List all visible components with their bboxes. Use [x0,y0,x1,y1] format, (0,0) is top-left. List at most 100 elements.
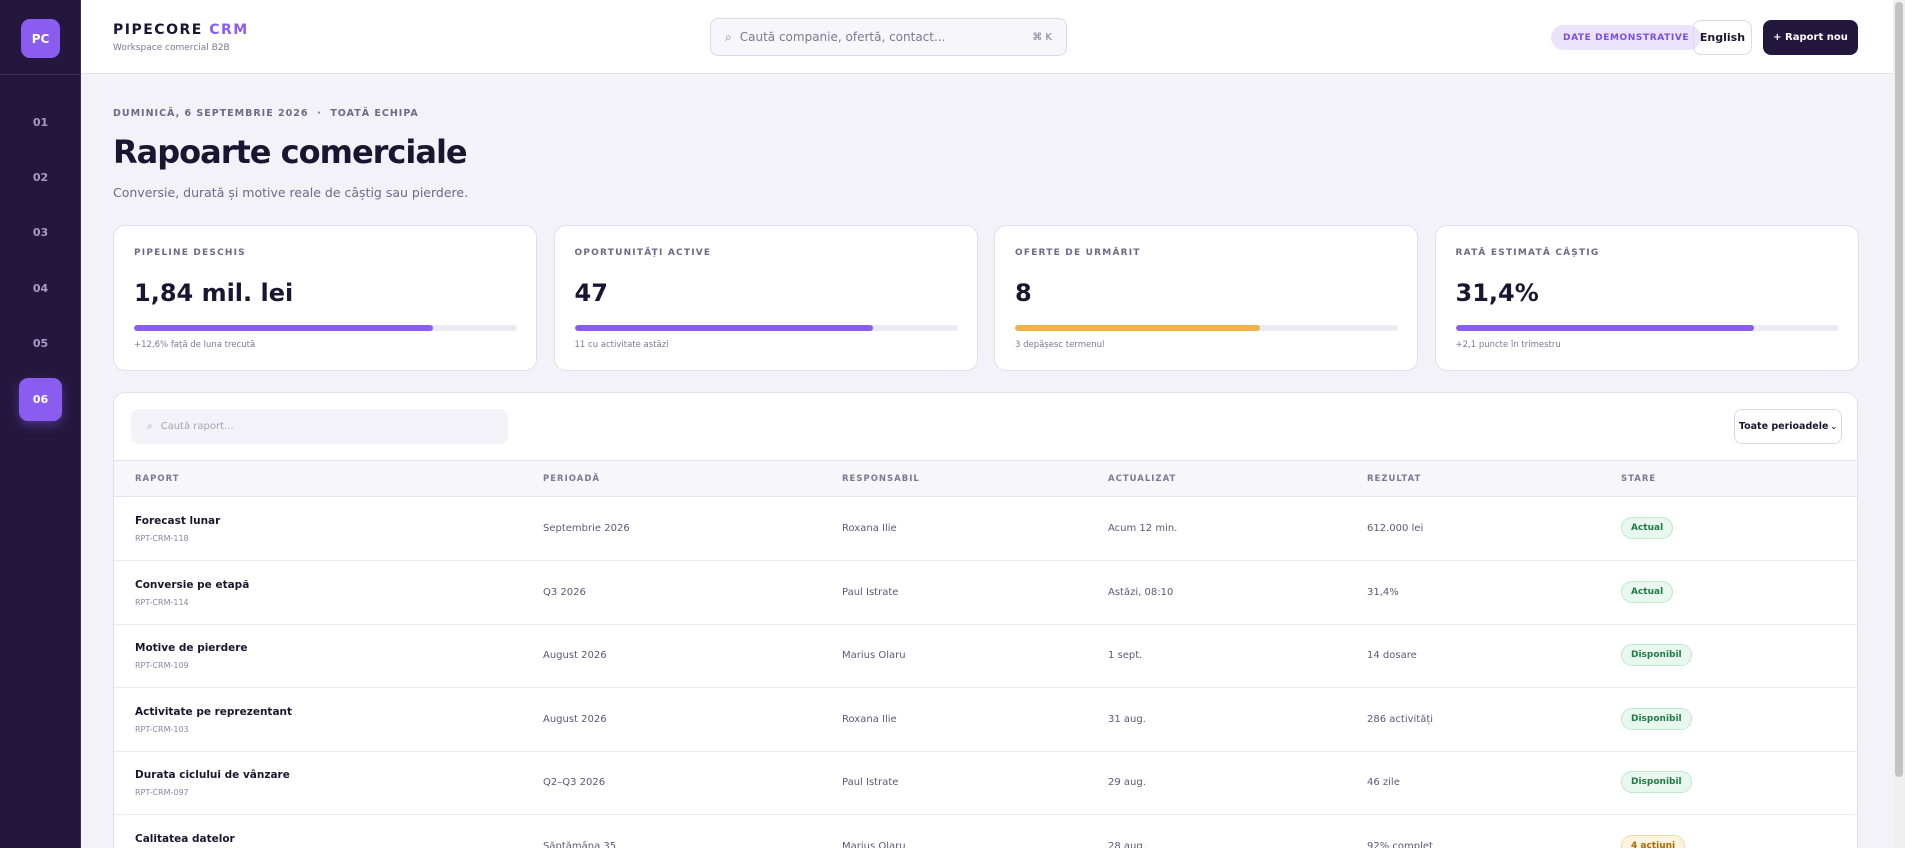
cell-owner: Paul Istrate [842,777,899,788]
progress-track [1015,325,1398,331]
cell-period: August 2026 [543,713,607,725]
progress-fill [574,325,874,331]
status-badge: Disponibil [1621,644,1692,666]
new-report-button[interactable]: + Raport nou [1763,20,1858,55]
table-search[interactable]: ⌕ Caută raport... [131,409,508,444]
table-row[interactable]: Conversie pe etapă RPT-CRM-114 Q3 2026 Paul… [114,561,1857,625]
search-placeholder: Caută companie, ofertă, contact... [739,30,946,44]
cell-owner: Marius Olaru [842,650,906,661]
column-header: RESPONSABIL [842,474,920,484]
kpi-value: 31,4% [1455,279,1539,307]
kpi-note: +12,6% față de luna trecută [134,340,256,350]
cell-owner: Paul Istrate [842,586,899,598]
cell-owner: Roxana Ilie [842,713,897,725]
table-row[interactable]: Calitatea datelor Săptămâna 35 Marius Olar… [114,815,1857,848]
filter-label: Toate perioadele [1738,421,1829,432]
report-id: RPT-CRM-109 [135,661,189,670]
language-button[interactable]: English [1693,20,1752,55]
column-header: PERIOADĂ [543,474,600,484]
nav-item[interactable]: 02 [32,171,49,184]
progress-fill [1455,325,1755,331]
search-box[interactable]: ⌕ Caută companie, ofertă, contact... ⌘ K [710,18,1067,56]
cell-updated: 31 aug. [1108,713,1146,725]
kpi-card: OPORTUNITĂȚI ACTIVE 47 11 cu activitate as… [553,225,978,371]
table-row[interactable]: Forecast lunar RPT-CRM-118 Septembrie 2026… [114,497,1857,561]
kpi-label: OPORTUNITĂȚI ACTIVE [574,248,712,258]
kpi-value: 1,84 mil. lei [134,279,294,307]
scope: TOATĂ ECHIPA [330,108,419,119]
kpi-note: 3 depășesc termenul [1015,340,1105,350]
kpi-label: OFERTE DE URMĂRIT [1015,248,1141,258]
table-row[interactable]: Durata ciclului de vânzare RPT-CRM-097 Q2–… [114,751,1857,815]
table-header: RAPORT PERIOADĂ RESPONSABIL ACTUALIZAT REZUL… [114,460,1857,497]
cell-period: Q3 2026 [543,586,586,598]
table-search-placeholder: Caută raport... [160,421,234,432]
report-name: Calitatea datelor [135,832,235,845]
cell-period: Săptămâna 35 [543,840,617,848]
scroll-thumb[interactable] [1895,2,1903,777]
cell-updated: 1 sept. [1108,650,1143,661]
eyebrow: DUMINICĂ, 6 SEPTEMBRIE 2026 · TOATĂ ECHI… [113,108,419,119]
status-badge: Disponibil [1621,771,1692,793]
table-row[interactable]: Activitate pe reprezentant RPT-CRM-103 Aug… [114,688,1857,752]
report-name: Forecast lunar [135,515,221,527]
nav-item[interactable]: 01 [32,116,49,129]
status-badge: 4 acțiuni [1621,834,1686,848]
cell-owner: Marius Olaru [842,840,906,848]
cell-result: 612.000 lei [1367,523,1424,534]
scrollbar[interactable] [1893,0,1905,848]
cell-updated: 29 aug. [1108,777,1146,788]
status-badge: Actual [1621,517,1674,539]
status-badge: Actual [1621,580,1674,603]
progress-track [1455,325,1839,331]
cell-owner: Roxana Ilie [842,523,897,534]
cell-updated: Astăzi, 08:10 [1108,586,1174,598]
column-header: STARE [1621,474,1657,484]
nav-item[interactable]: 05 [32,337,49,350]
report-name: Durata ciclului de vânzare [135,769,290,781]
brand-name: PIPECORE [113,22,203,38]
report-id: RPT-CRM-103 [135,724,189,734]
demo-badge: DATE DEMONSTRATIVE [1551,25,1702,50]
logo[interactable]: PC [21,19,60,58]
cell-period: Septembrie 2026 [543,523,630,534]
brand-accent: CRM [209,22,249,38]
progress-track [574,325,958,331]
page-title: Rapoarte comerciale [113,133,468,171]
period-filter[interactable]: Toate perioadele ⌄ [1734,409,1842,444]
kpi-label: RATĂ ESTIMATĂ CÂȘTIG [1455,248,1600,258]
kpi-card: OFERTE DE URMĂRIT 8 3 depășesc termenul [994,225,1418,371]
report-name: Conversie pe etapă [135,578,250,591]
page-subtitle: Conversie, durată și motive reale de câș… [113,185,469,200]
cell-result: 31,4% [1367,586,1399,598]
report-id: RPT-CRM-118 [135,534,189,543]
report-name: Activitate pe reprezentant [135,705,293,718]
brand: PIPECORE CRM [113,22,249,38]
kpi-note: +2,1 puncte în trimestru [1455,340,1561,350]
separator: · [317,108,322,119]
kpi-value: 47 [574,279,608,307]
table-row[interactable]: Motive de pierdere RPT-CRM-109 August 2026… [114,624,1857,688]
nav-item[interactable]: 04 [32,282,49,295]
cell-updated: 28 aug. [1108,840,1146,848]
sidebar: PC 01 02 03 04 05 06 [0,0,81,848]
nav-item[interactable]: 06 [19,378,62,421]
column-header: ACTUALIZAT [1108,474,1177,484]
progress-track [134,325,517,331]
brand-subtitle: Workspace comercial B2B [113,43,230,53]
kpi-card: RATĂ ESTIMATĂ CÂȘTIG 31,4% +2,1 puncte în … [1434,225,1859,371]
report-name: Motive de pierdere [135,642,248,654]
cell-result: 286 activități [1367,713,1434,725]
report-id: RPT-CRM-114 [135,597,189,607]
status-badge: Disponibil [1621,707,1692,730]
progress-fill [134,325,433,331]
report-id: RPT-CRM-097 [135,788,189,797]
top-bar: PIPECORE CRM Workspace comercial B2B ⌕ Ca… [81,0,1893,74]
divider [0,74,81,75]
cell-period: August 2026 [543,650,607,661]
column-header: RAPORT [135,474,180,484]
cell-result: 14 dosare [1367,650,1417,661]
cell-period: Q2–Q3 2026 [543,777,606,788]
nav-item[interactable]: 03 [32,226,49,239]
